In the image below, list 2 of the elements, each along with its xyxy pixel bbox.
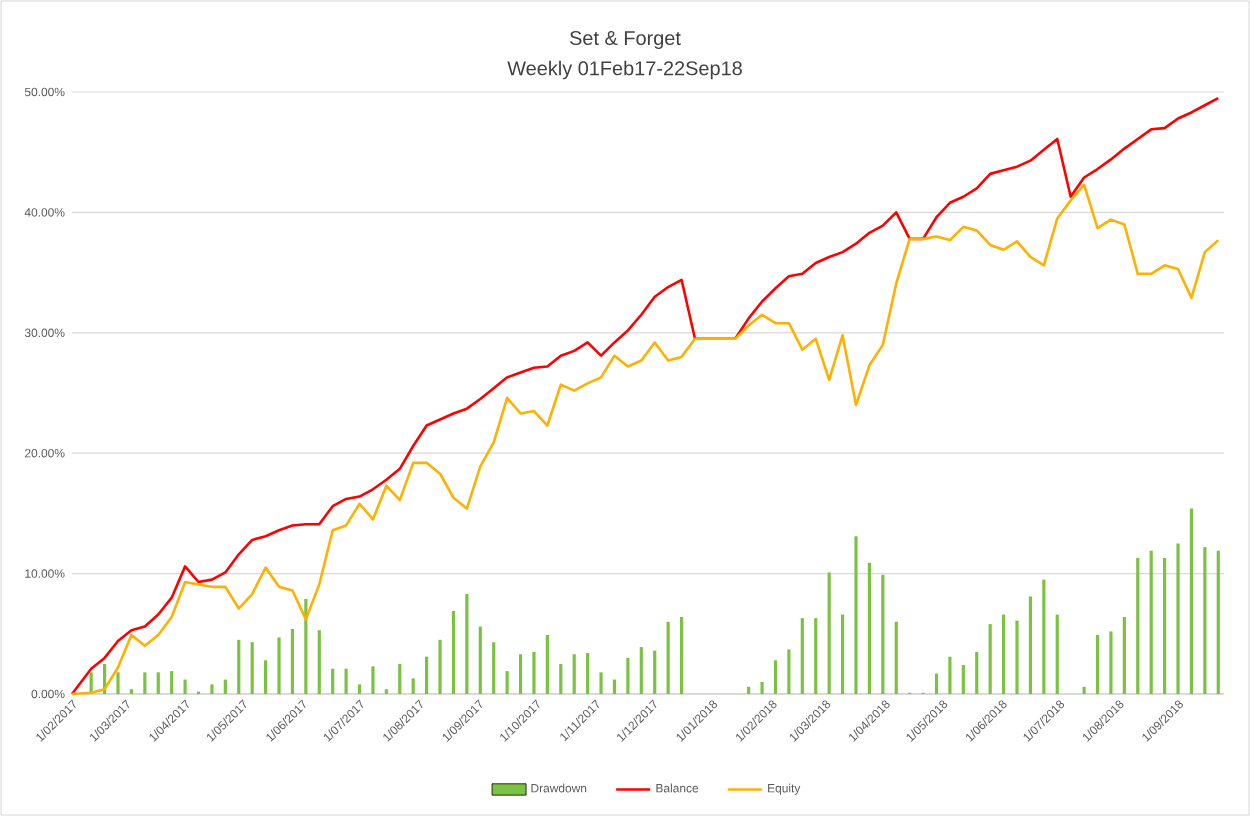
chart-title: Set & Forget <box>569 30 681 50</box>
chart-subtitle: Weekly 01Feb17-22Sep18 <box>507 60 742 80</box>
